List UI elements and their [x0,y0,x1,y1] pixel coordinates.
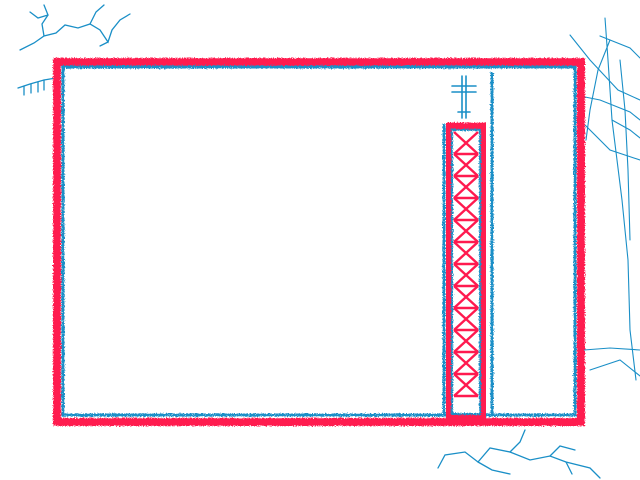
window-frame [53,58,585,426]
lattice-segment [453,241,479,266]
lattice-segment [453,175,479,200]
lattice-segment [453,285,479,310]
scrollbar-track[interactable] [448,124,488,420]
lattice-segment [453,197,479,222]
content-panel [70,72,440,410]
lattice-segment [453,307,479,332]
branch-decoration-bottom [437,429,601,479]
lattice-segment [453,351,479,376]
branch-decoration-right [569,17,640,381]
lattice-segment [453,263,479,288]
lattice-segment [453,329,479,354]
scroll-handle-icon [451,75,477,119]
scrollbar-handle[interactable] [450,75,472,123]
lattice-segment [453,219,479,244]
scrollbar-track-sketch [444,122,488,422]
lattice-segment [453,153,479,178]
lattice-segment [453,373,479,398]
lattice-segment [453,131,479,156]
branch-decoration-top-left [17,4,131,96]
